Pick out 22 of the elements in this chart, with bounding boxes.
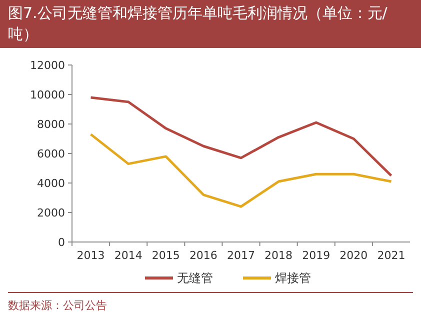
x-tick-label: 2016 — [189, 249, 218, 262]
x-tick-label: 2015 — [152, 249, 180, 262]
line-series — [90, 133, 392, 208]
y-tick-label: 0 — [58, 236, 65, 249]
x-tick-label: 2013 — [76, 249, 105, 262]
source-note: 数据来源：公司公告 — [8, 298, 107, 313]
chart-title: 图7.公司无缝管和焊接管历年单吨毛利润情况（单位：元/吨） — [0, 0, 421, 48]
y-tick-label: 8000 — [37, 118, 65, 131]
legend-label: 无缝管 — [177, 271, 213, 285]
y-tick-label: 2000 — [37, 206, 65, 220]
legend-label: 焊接管 — [275, 271, 311, 285]
y-tick-label: 4000 — [37, 177, 65, 190]
line-series — [90, 96, 392, 177]
y-tick-label: 6000 — [37, 148, 65, 160]
x-tick-label: 2014 — [114, 249, 142, 262]
x-tick-label: 2017 — [227, 249, 255, 262]
y-tick-label: 12000 — [30, 59, 65, 72]
x-tick-label: 2018 — [264, 249, 293, 262]
y-tick-label: 10000 — [30, 88, 65, 102]
x-tick-label: 2019 — [302, 249, 330, 262]
x-tick-label: 2021 — [377, 249, 406, 262]
x-tick-label: 2020 — [340, 249, 368, 262]
